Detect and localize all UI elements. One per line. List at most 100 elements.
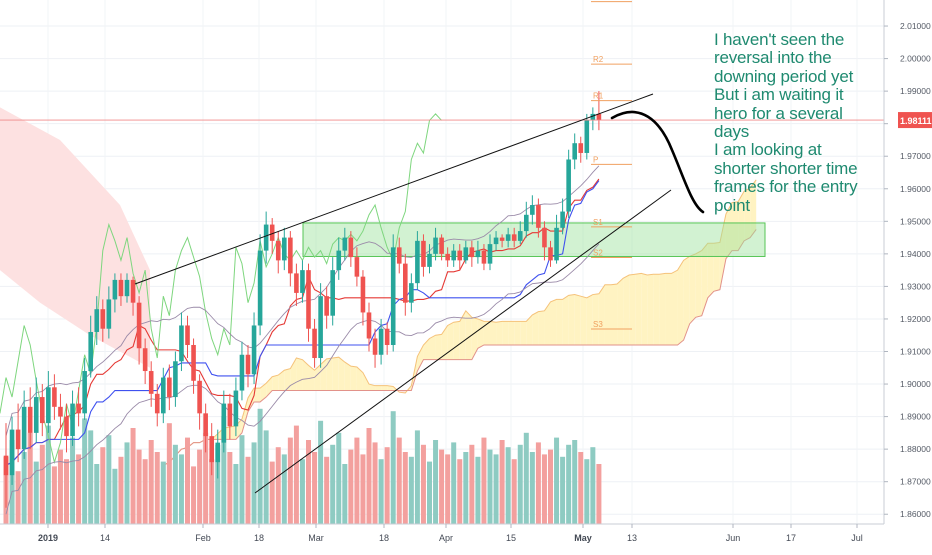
cloud-segment xyxy=(381,385,388,391)
volume-bar xyxy=(427,461,432,524)
price-tick-label: 1.99000 xyxy=(900,86,931,96)
candle-body xyxy=(275,240,281,261)
pivot-label-r1: R1 xyxy=(593,92,604,101)
volume-bar xyxy=(124,442,130,524)
volume-bar xyxy=(39,444,45,524)
cloud-segment xyxy=(617,278,624,345)
volume-bar xyxy=(312,452,318,524)
candle-body xyxy=(548,247,553,261)
volume-bar xyxy=(299,459,305,524)
cloud-segment xyxy=(332,357,339,391)
volume-bar xyxy=(330,444,336,524)
candle-body xyxy=(324,296,329,316)
senkou-span-a xyxy=(163,179,757,466)
price-tick-label: 1.92000 xyxy=(900,314,931,324)
candle-body xyxy=(517,231,523,241)
candles xyxy=(3,91,602,508)
cloud-segment xyxy=(562,295,569,345)
candle-body xyxy=(342,237,348,251)
candle-body xyxy=(366,312,372,339)
volume-bar xyxy=(372,442,378,524)
cloud-segment xyxy=(453,321,460,360)
volume-bar xyxy=(402,452,408,524)
volume-bar xyxy=(257,408,263,524)
volume-bar xyxy=(293,425,299,524)
candle-body xyxy=(64,416,69,437)
upper-trendline xyxy=(134,93,654,285)
volume-bar xyxy=(475,456,481,524)
candle-body xyxy=(300,270,305,293)
volume-bar xyxy=(118,456,124,524)
pivot-label-r2: R2 xyxy=(593,55,604,64)
cloud-segment xyxy=(0,107,150,368)
pivot-label-p: P xyxy=(593,155,598,164)
volume-bar xyxy=(535,442,541,524)
candle-body xyxy=(33,397,39,433)
candle-body xyxy=(124,279,130,297)
price-tick-label: 1.87000 xyxy=(900,477,931,487)
volume-bar xyxy=(154,452,160,524)
candle-body xyxy=(269,224,275,241)
volume-bar xyxy=(148,440,154,524)
price-tick-label: 1.89000 xyxy=(900,412,931,422)
volume-bar xyxy=(451,442,457,524)
candle-body xyxy=(52,387,57,407)
kijun-line xyxy=(5,180,600,466)
pivot-label-r3: R3 xyxy=(593,0,604,2)
candle-body xyxy=(554,227,559,261)
candle-body xyxy=(82,371,87,414)
senkou-span-b xyxy=(163,229,757,466)
cloud-segment xyxy=(229,425,236,440)
volume-bar xyxy=(414,430,420,524)
time-tick-label: 13 xyxy=(627,533,637,543)
candle-body xyxy=(318,296,323,359)
candle-body xyxy=(439,237,444,254)
cloud-segment xyxy=(526,314,533,345)
candle-body xyxy=(191,344,196,381)
cloud-segment xyxy=(568,294,575,345)
candle-body xyxy=(239,354,245,391)
cloud-segment xyxy=(241,397,248,433)
volume-bar xyxy=(433,440,439,524)
candle-body xyxy=(354,257,360,277)
volume-bar xyxy=(596,464,602,524)
candle-body xyxy=(46,387,51,424)
volume-bar xyxy=(21,452,27,524)
candle-body xyxy=(384,328,390,345)
volume-bar xyxy=(318,420,324,524)
cloud-segment xyxy=(671,270,678,345)
candle-body xyxy=(161,377,166,414)
volume-bar xyxy=(548,449,553,524)
cloud-segment xyxy=(713,242,720,292)
volume-bar xyxy=(523,432,529,524)
candle-body xyxy=(596,113,602,121)
cloud-segment xyxy=(490,321,497,345)
cloud-segment xyxy=(732,201,739,251)
cloud-segment xyxy=(284,368,291,391)
candle-body xyxy=(390,247,396,345)
cloud-segment xyxy=(278,370,285,391)
candle-body xyxy=(427,253,432,267)
candle-body xyxy=(136,302,142,349)
cloud-segment xyxy=(429,335,436,360)
candle-body xyxy=(58,406,63,417)
candle-body xyxy=(40,397,45,424)
cloud-segment xyxy=(695,250,702,318)
note-line: But i am waiting it xyxy=(714,85,844,105)
candle-body xyxy=(15,429,21,450)
candle-body xyxy=(21,406,27,450)
note-line: reversal into the xyxy=(714,48,832,68)
volume-bar xyxy=(245,456,251,524)
volume-bar xyxy=(336,432,342,524)
support-zone xyxy=(302,222,766,257)
candle-body xyxy=(542,227,547,248)
cloud-segment xyxy=(725,202,732,259)
volume-bar xyxy=(324,456,330,524)
pivot-label-s2: S2 xyxy=(593,248,603,257)
note-line: I haven't seen the xyxy=(714,30,845,49)
candle-body xyxy=(112,279,118,300)
support-zone-rect xyxy=(302,222,766,257)
cloud-segment xyxy=(447,322,454,360)
